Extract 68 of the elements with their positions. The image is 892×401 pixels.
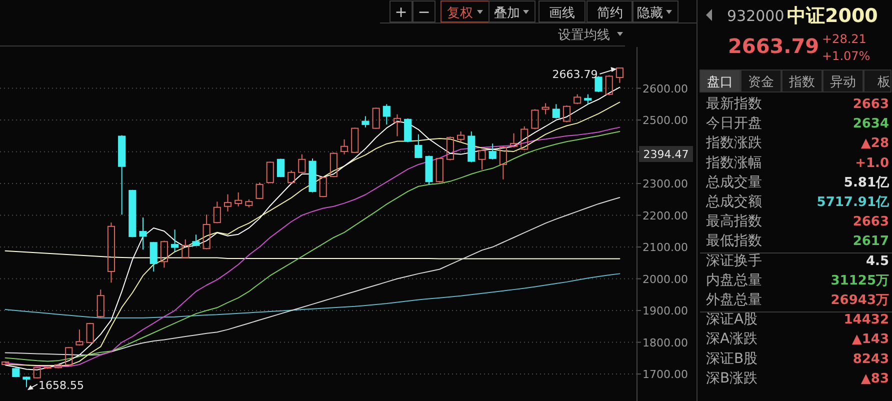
text: ▲28 — [860, 136, 889, 152]
text: 深证B股 — [706, 350, 758, 367]
text: 2617 — [852, 234, 889, 250]
text: 26943万 — [830, 293, 889, 308]
text: 5717.91亿 — [816, 195, 890, 210]
text: 盘口 — [707, 75, 733, 90]
text: 31125万 — [830, 273, 889, 288]
text: + — [394, 3, 408, 21]
text: 内盘总量 — [706, 272, 762, 288]
y-tick-label: 1900.00 — [642, 304, 688, 318]
text: 5.81亿 — [844, 175, 890, 190]
line-series — [4, 196, 620, 356]
candlestick — [224, 194, 232, 212]
text: 资金 — [748, 75, 774, 90]
text: ▲143 — [852, 332, 889, 348]
text: 14432 — [844, 312, 889, 328]
text: 外盘总量 — [706, 292, 762, 308]
candlestick — [234, 192, 242, 207]
text: 932000 — [727, 7, 784, 25]
candlestick — [107, 222, 116, 284]
text: 2663 — [852, 97, 889, 112]
text: +1.0 — [855, 156, 889, 171]
text: 最高指数 — [706, 214, 762, 230]
y-tick-label: 2500.00 — [642, 114, 688, 128]
text: 简约 — [597, 6, 623, 21]
text: 叠加 — [494, 6, 520, 21]
text: 总成交额 — [705, 194, 762, 210]
y-tick-label: 2100.00 — [642, 241, 688, 254]
text: 2634 — [852, 116, 889, 132]
annotation: 2663.79 — [552, 68, 598, 82]
text: 最新指数 — [706, 96, 762, 112]
text: 板 — [876, 75, 890, 90]
text: 设置均线 — [558, 28, 610, 43]
line-series — [4, 273, 620, 318]
text: 2663 — [852, 214, 889, 230]
text: 8243 — [852, 352, 889, 367]
text: 深B涨跌 — [706, 370, 758, 386]
text: 2663.79 — [728, 34, 820, 58]
text: 深证A股 — [706, 312, 758, 328]
text: +1.07% — [822, 49, 870, 63]
text: 深A涨跌 — [706, 331, 758, 348]
text: 隐藏 — [637, 6, 663, 21]
text: 总成交量 — [705, 174, 762, 190]
text: 今日开盘 — [706, 116, 762, 132]
y-tick-label: 2600.00 — [642, 82, 688, 96]
candlestick — [139, 216, 147, 250]
y-tick-label: 2200.00 — [642, 209, 688, 222]
text: 4.5 — [866, 254, 889, 269]
candlestick — [340, 138, 348, 155]
text: 指数涨幅 — [705, 154, 762, 171]
text: 中证2000 — [787, 5, 878, 27]
text: 复权 — [447, 6, 473, 21]
y-tick-label: 1800.00 — [642, 336, 688, 350]
y-tick-label: 1700.00 — [642, 368, 688, 382]
text: 画线 — [549, 6, 575, 21]
text: 最低指数 — [706, 233, 762, 250]
candlestick — [542, 102, 550, 115]
text: +28.21 — [822, 32, 866, 46]
text: ▲83 — [860, 371, 889, 386]
candlestick — [362, 116, 370, 128]
annotation: 1658.55 — [38, 379, 84, 392]
text: − — [418, 3, 430, 21]
y-tick-label: 2000.00 — [642, 272, 688, 286]
y-tick-label: 2300.00 — [642, 178, 688, 191]
text: 指数涨跌 — [705, 135, 762, 152]
text: 深证换手 — [706, 252, 762, 269]
text: 指数 — [788, 75, 815, 90]
text: 2394.47 — [643, 148, 689, 161]
